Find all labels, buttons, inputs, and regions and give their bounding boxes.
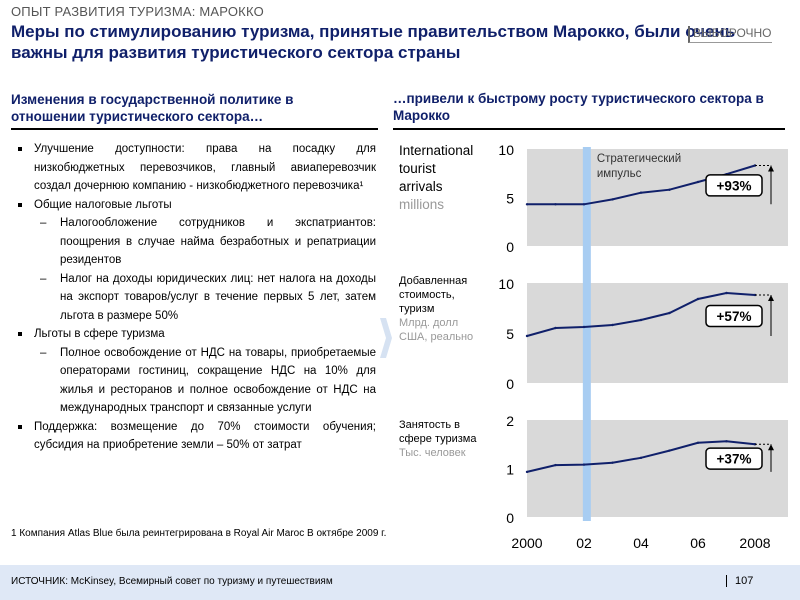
panel-1-data-point	[554, 203, 557, 206]
panel-1-bracket-arrowhead	[768, 165, 774, 172]
panel-3-y-tick-label: 0	[506, 510, 514, 526]
panel2-unit: Млрд. долл США, реально	[399, 317, 474, 343]
panel-2-data-point	[525, 334, 529, 338]
panel-1-data-point	[582, 203, 586, 206]
list-item: Льготы в сфере туризма	[16, 325, 376, 344]
panel-2-y-tick-label: 5	[506, 326, 514, 342]
footer-bar: ИСТОЧНИК: McKinsey, Всемирный совет по т…	[0, 565, 800, 600]
highlight-label-line-2: импульс	[597, 168, 642, 180]
panel3-label-line: сфере туризма	[399, 433, 477, 445]
section-kicker: ОПЫТ РАЗВИТИЯ ТУРИЗМА: МАРОККО	[11, 4, 264, 19]
panel-3-data-point	[639, 456, 643, 460]
panel-1-data-point	[525, 203, 529, 206]
panel-2-data-point	[611, 323, 614, 327]
panel-1-data-point	[611, 198, 614, 201]
panel-2-data-point	[668, 311, 671, 315]
panel-2-bracket-arrowhead	[768, 295, 774, 301]
panel-1-data-point	[696, 180, 700, 184]
panel1-label-line: tourist	[399, 161, 436, 176]
panel-2-background	[527, 283, 788, 383]
panel-1-y-tick-label: 0	[506, 239, 514, 255]
highlight-label-line-1: Стратегический	[597, 153, 681, 165]
panel-2-data-point	[725, 291, 728, 295]
page-title: Меры по стимулированию туризма, принятые…	[11, 22, 736, 62]
panel-3-data-point	[668, 449, 671, 452]
panel-1-background	[527, 149, 788, 246]
list-subitem: Налог на доходы юридических лиц: нет нал…	[16, 270, 376, 326]
panel2-label-line: стоимость,	[399, 289, 455, 301]
panel-2-growth-badge	[705, 304, 763, 328]
panel-3-y-tick-label: 2	[506, 413, 514, 429]
right-column-heading: …привели к быстрому росту туристического…	[393, 91, 764, 123]
panel-1-y-tick-label: 5	[506, 191, 514, 207]
panel-1-y-tick-label: 10	[498, 142, 514, 158]
panel-3-data-point	[525, 470, 529, 474]
right-heading-rule	[393, 128, 785, 130]
panel-3-data-point	[696, 441, 700, 444]
panel1-label: International tourist arrivals millions	[399, 142, 473, 214]
panel-1-growth-badge	[705, 174, 763, 197]
x-tick-label: 04	[633, 535, 649, 551]
panel-3-data-point	[725, 440, 728, 443]
panel-3-data-point	[554, 463, 557, 467]
panel-2-y-tick-label: 0	[506, 376, 514, 392]
panel-2-data-point	[554, 326, 557, 330]
panel-3-data-point	[582, 463, 586, 466]
list-item: Общие налоговые льготы	[16, 196, 376, 215]
panel-1-growth-label: +93%	[717, 178, 752, 193]
left-column-heading: Изменения в государственной политике в о…	[11, 92, 294, 124]
x-tick-label: 06	[690, 535, 706, 551]
panel-3-growth-badge	[705, 447, 763, 470]
strategic-impulse-band	[582, 147, 591, 521]
panel2-label: Добавленная стоимость, туризм Млрд. долл…	[399, 274, 489, 344]
panel-2-data-point	[696, 297, 700, 301]
panel2-label-line: Добавленная	[399, 275, 468, 287]
panel-2-data-point	[639, 318, 643, 322]
list-item: Поддержка: возмещение до 70% стоимости о…	[16, 418, 376, 455]
panel1-label-line: International	[399, 143, 474, 158]
x-tick-label: 2000	[511, 535, 542, 551]
footnote: 1 Компания Atlas Blue была реинтегрирова…	[11, 528, 387, 539]
panel2-label-line: туризм	[399, 303, 435, 315]
panel-3-growth-label: +37%	[717, 452, 752, 467]
panel1-unit: millions	[399, 197, 445, 212]
panel3-unit: Тыс. человек	[399, 447, 466, 459]
page-number: 107	[726, 575, 753, 587]
panel-3-data-point	[611, 461, 614, 464]
x-tick-label: 02	[576, 535, 592, 551]
panel-2-data-point	[582, 325, 586, 329]
chevron-right-icon	[380, 318, 392, 358]
policy-list: Улучшение доступности: права на посадку …	[16, 140, 376, 455]
list-subitem: Налогообложение сотрудников и экспатриан…	[16, 214, 376, 270]
panel3-label-line: Занятость в	[399, 419, 460, 431]
panel1-label-line: arrivals	[399, 179, 443, 194]
panel-2-y-tick-label: 10	[498, 276, 514, 292]
selective-tag: ВЫБОРОЧНО	[688, 26, 772, 43]
panel-3-bracket-arrowhead	[768, 444, 774, 451]
x-tick-label: 2008	[739, 535, 770, 551]
panel-1-data-point	[639, 191, 643, 194]
panel-3-y-tick-label: 1	[506, 462, 514, 478]
list-item: Улучшение доступности: права на посадку …	[16, 140, 376, 196]
panel-2-growth-label: +57%	[717, 309, 752, 324]
left-heading-rule	[11, 128, 378, 130]
source-note: ИСТОЧНИК: McKinsey, Всемирный совет по т…	[11, 576, 333, 587]
panel-1-data-point	[668, 188, 671, 191]
panel3-label: Занятость в сфере туризма Тыс. человек	[399, 418, 476, 460]
list-subitem: Полное освобождение от НДС на товары, пр…	[16, 344, 376, 418]
